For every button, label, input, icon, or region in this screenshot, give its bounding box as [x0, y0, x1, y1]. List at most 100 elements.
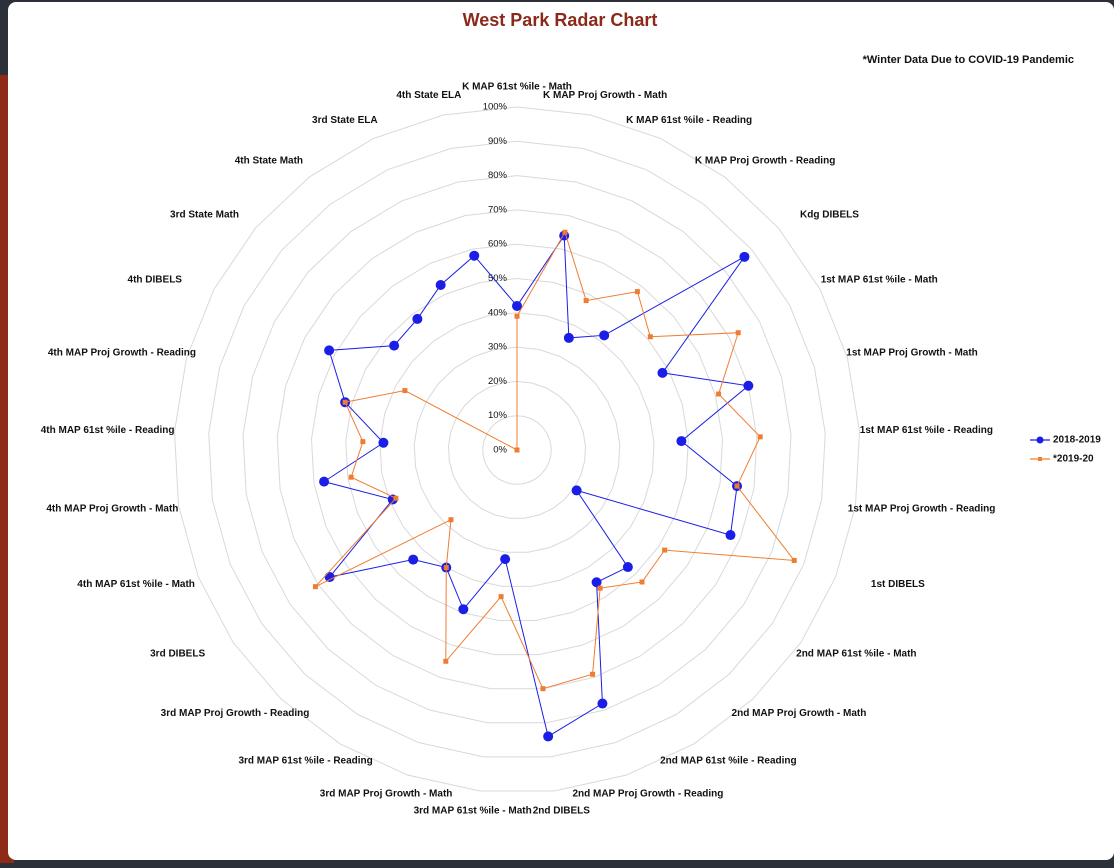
grid-ring — [379, 312, 655, 587]
data-point — [448, 517, 454, 523]
category-label: 3rd MAP 61st %ile - Math — [414, 806, 532, 817]
category-label: 3rd State ELA — [312, 115, 378, 126]
grid-ring — [413, 346, 621, 553]
data-point — [512, 300, 522, 311]
data-point — [634, 289, 640, 295]
chart-title: West Park Radar Chart — [463, 10, 658, 30]
data-point — [543, 731, 554, 742]
data-point — [312, 584, 318, 590]
radial-tick-label: 40% — [488, 307, 508, 318]
radial-tick-label: 60% — [488, 239, 508, 250]
legend-label: 2018-2019 — [1053, 435, 1101, 446]
data-point — [393, 495, 399, 501]
category-label: 1st MAP 61st %ile - Reading — [860, 425, 993, 436]
category-label: 3rd State Math — [170, 210, 239, 221]
data-point — [597, 698, 608, 709]
category-label: K MAP 61st %ile - Reading — [626, 115, 752, 126]
data-point — [743, 380, 754, 391]
category-label: 1st DIBELS — [871, 579, 925, 590]
chart-card — [8, 2, 1114, 860]
grid-ring — [174, 106, 860, 792]
data-point — [734, 483, 740, 489]
data-point — [591, 577, 602, 588]
radial-tick-label: 100% — [483, 102, 508, 113]
grid-ring — [208, 140, 826, 758]
data-point — [599, 330, 610, 341]
category-label: 1st MAP Proj Growth - Reading — [848, 503, 996, 514]
category-label: 4th MAP 61st %ile - Reading — [41, 425, 175, 436]
data-point — [469, 250, 480, 261]
data-point — [562, 229, 568, 235]
radial-tick-label: 50% — [488, 273, 508, 284]
category-label: 2nd DIBELS — [533, 806, 591, 817]
data-point — [319, 476, 330, 487]
data-point — [324, 345, 335, 356]
category-label: 2nd MAP Proj Growth - Reading — [572, 789, 723, 800]
grid-ring — [242, 175, 792, 724]
data-point — [647, 334, 653, 340]
data-point — [348, 474, 354, 480]
radial-tick-label: 90% — [488, 136, 508, 147]
data-point — [662, 547, 668, 553]
chart-subtitle: *Winter Data Due to COVID-19 Pandemic — [863, 54, 1074, 66]
data-point — [443, 565, 449, 571]
data-point — [622, 562, 633, 573]
category-label: 3rd MAP Proj Growth - Reading — [161, 708, 310, 719]
data-point — [412, 313, 423, 324]
grid-ring — [447, 380, 587, 519]
category-label: 4th DIBELS — [128, 275, 183, 286]
series-line — [322, 234, 750, 738]
category-label: 2nd MAP 61st %ile - Math — [796, 648, 916, 659]
category-label: K MAP 61st %ile - Math — [462, 82, 572, 93]
data-point — [408, 554, 419, 565]
category-label: 3rd MAP Proj Growth - Math — [320, 789, 453, 800]
radial-tick-label: 0% — [493, 445, 507, 456]
radial-tick-label: 80% — [488, 170, 508, 181]
category-label: K MAP Proj Growth - Math — [543, 90, 667, 101]
data-point — [791, 557, 797, 563]
category-label: 1st MAP Proj Growth - Math — [846, 348, 978, 359]
data-point — [735, 330, 741, 336]
data-point — [443, 658, 449, 664]
radial-tick-label: 30% — [488, 342, 508, 353]
category-label: 4th MAP Proj Growth - Reading — [48, 348, 196, 359]
radial-tick-label: 70% — [488, 204, 508, 215]
data-point — [342, 399, 348, 405]
category-label: 4th State ELA — [396, 90, 461, 101]
data-point — [757, 434, 763, 440]
data-point — [590, 671, 596, 677]
grid-ring — [276, 209, 758, 690]
data-point — [639, 579, 645, 585]
data-point — [583, 298, 589, 304]
data-point — [458, 604, 469, 615]
data-point — [597, 585, 603, 591]
data-point — [500, 554, 511, 565]
data-point — [563, 332, 574, 343]
grid-ring — [345, 277, 689, 621]
data-point — [514, 447, 520, 453]
category-label: 2nd MAP 61st %ile - Reading — [660, 756, 797, 767]
data-point — [540, 686, 546, 692]
data-point — [514, 313, 520, 319]
data-point — [360, 439, 366, 445]
category-label: 4th MAP 61st %ile - Math — [77, 579, 195, 590]
data-point — [498, 594, 504, 600]
category-label: 1st MAP 61st %ile - Math — [821, 275, 938, 286]
data-point — [676, 436, 687, 447]
category-label: 3rd MAP 61st %ile - Reading — [238, 756, 372, 767]
legend-marker — [1038, 457, 1042, 461]
data-point — [657, 367, 668, 378]
data-point — [324, 572, 335, 583]
category-label: 3rd DIBELS — [150, 648, 205, 659]
grid-ring — [482, 415, 552, 485]
data-point — [402, 388, 408, 394]
category-label: 4th MAP Proj Growth - Math — [46, 503, 178, 514]
grid-ring — [310, 243, 724, 656]
data-point — [389, 340, 400, 351]
radial-tick-label: 20% — [488, 376, 508, 387]
legend-label: *2019-20 — [1053, 454, 1094, 465]
data-point — [739, 251, 750, 262]
data-point — [378, 437, 389, 448]
data-point — [725, 530, 736, 541]
